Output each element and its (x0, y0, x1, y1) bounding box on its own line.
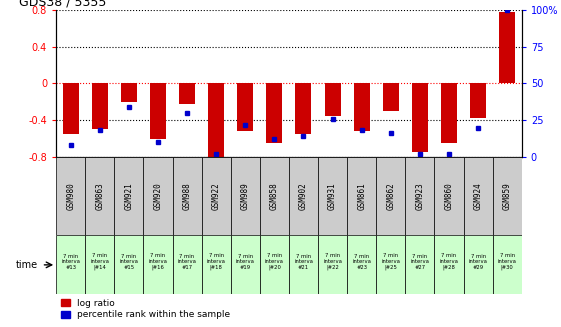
Text: 7 min
interva
#13: 7 min interva #13 (61, 254, 80, 270)
Text: 7 min
interva
#27: 7 min interva #27 (411, 254, 429, 270)
Bar (231, 235, 260, 294)
Text: GSM989: GSM989 (241, 182, 250, 210)
Text: GSM921: GSM921 (125, 182, 134, 210)
Text: time: time (16, 260, 38, 270)
Text: 7 min
interva
|#25: 7 min interva |#25 (381, 253, 400, 270)
Bar (434, 235, 463, 294)
Text: 7 min
interva
#15: 7 min interva #15 (119, 254, 139, 270)
Text: GSM861: GSM861 (357, 182, 366, 210)
Bar (260, 157, 289, 235)
Bar (237, 83, 253, 131)
Bar (347, 235, 376, 294)
Bar (85, 235, 114, 294)
Bar (260, 235, 289, 294)
Text: GSM858: GSM858 (270, 182, 279, 210)
Bar (231, 157, 260, 235)
Bar (208, 83, 224, 159)
Bar (441, 83, 457, 143)
Text: 7 min
interva
|#22: 7 min interva |#22 (323, 253, 342, 270)
Text: 7 min
interva
|#20: 7 min interva |#20 (265, 253, 284, 270)
Bar (121, 83, 137, 102)
Text: GSM923: GSM923 (415, 182, 424, 210)
Bar (499, 12, 515, 83)
Bar (434, 157, 463, 235)
Text: 7 min
interva
|#30: 7 min interva |#30 (498, 253, 517, 270)
Bar (318, 157, 347, 235)
Bar (179, 83, 195, 104)
Bar (56, 235, 85, 294)
Bar (405, 235, 434, 294)
Text: GSM920: GSM920 (154, 182, 163, 210)
Bar (144, 157, 173, 235)
Text: GSM859: GSM859 (503, 182, 512, 210)
Bar (493, 157, 522, 235)
Bar (376, 157, 405, 235)
Legend: log ratio, percentile rank within the sample: log ratio, percentile rank within the sa… (61, 299, 230, 319)
Text: GSM988: GSM988 (182, 182, 191, 210)
Bar (201, 157, 231, 235)
Bar (173, 235, 201, 294)
Text: GSM860: GSM860 (444, 182, 453, 210)
Bar (470, 83, 486, 118)
Text: GSM922: GSM922 (211, 182, 220, 210)
Text: 7 min
interva
#29: 7 min interva #29 (468, 254, 488, 270)
Bar (201, 235, 231, 294)
Text: GSM931: GSM931 (328, 182, 337, 210)
Bar (173, 157, 201, 235)
Text: 7 min
interva
|#28: 7 min interva |#28 (439, 253, 458, 270)
Bar (150, 83, 166, 139)
Bar (289, 157, 318, 235)
Text: 7 min
interva
#21: 7 min interva #21 (294, 254, 313, 270)
Text: GSM863: GSM863 (95, 182, 104, 210)
Bar (114, 235, 144, 294)
Text: GSM924: GSM924 (473, 182, 482, 210)
Bar (376, 235, 405, 294)
Bar (405, 157, 434, 235)
Bar (289, 235, 318, 294)
Bar (463, 157, 493, 235)
Text: GSM902: GSM902 (299, 182, 308, 210)
Text: GDS38 / 5355: GDS38 / 5355 (19, 0, 106, 9)
Bar (56, 157, 85, 235)
Text: 7 min
interva
|#16: 7 min interva |#16 (149, 253, 167, 270)
Bar (85, 157, 114, 235)
Bar (92, 83, 108, 129)
Text: 7 min
interva
#19: 7 min interva #19 (236, 254, 255, 270)
Bar (463, 235, 493, 294)
Bar (266, 83, 282, 143)
Bar (353, 83, 370, 131)
Text: GSM980: GSM980 (66, 182, 75, 210)
Bar (63, 83, 79, 134)
Bar (325, 83, 341, 115)
Text: 7 min
interva
|#14: 7 min interva |#14 (90, 253, 109, 270)
Text: 7 min
interva
#23: 7 min interva #23 (352, 254, 371, 270)
Bar (347, 157, 376, 235)
Bar (383, 83, 399, 111)
Bar (144, 235, 173, 294)
Text: 7 min
interva
|#18: 7 min interva |#18 (206, 253, 226, 270)
Bar (493, 235, 522, 294)
Bar (412, 83, 428, 152)
Bar (114, 157, 144, 235)
Bar (296, 83, 311, 134)
Text: GSM862: GSM862 (387, 182, 396, 210)
Bar (318, 235, 347, 294)
Text: 7 min
interva
#17: 7 min interva #17 (178, 254, 196, 270)
